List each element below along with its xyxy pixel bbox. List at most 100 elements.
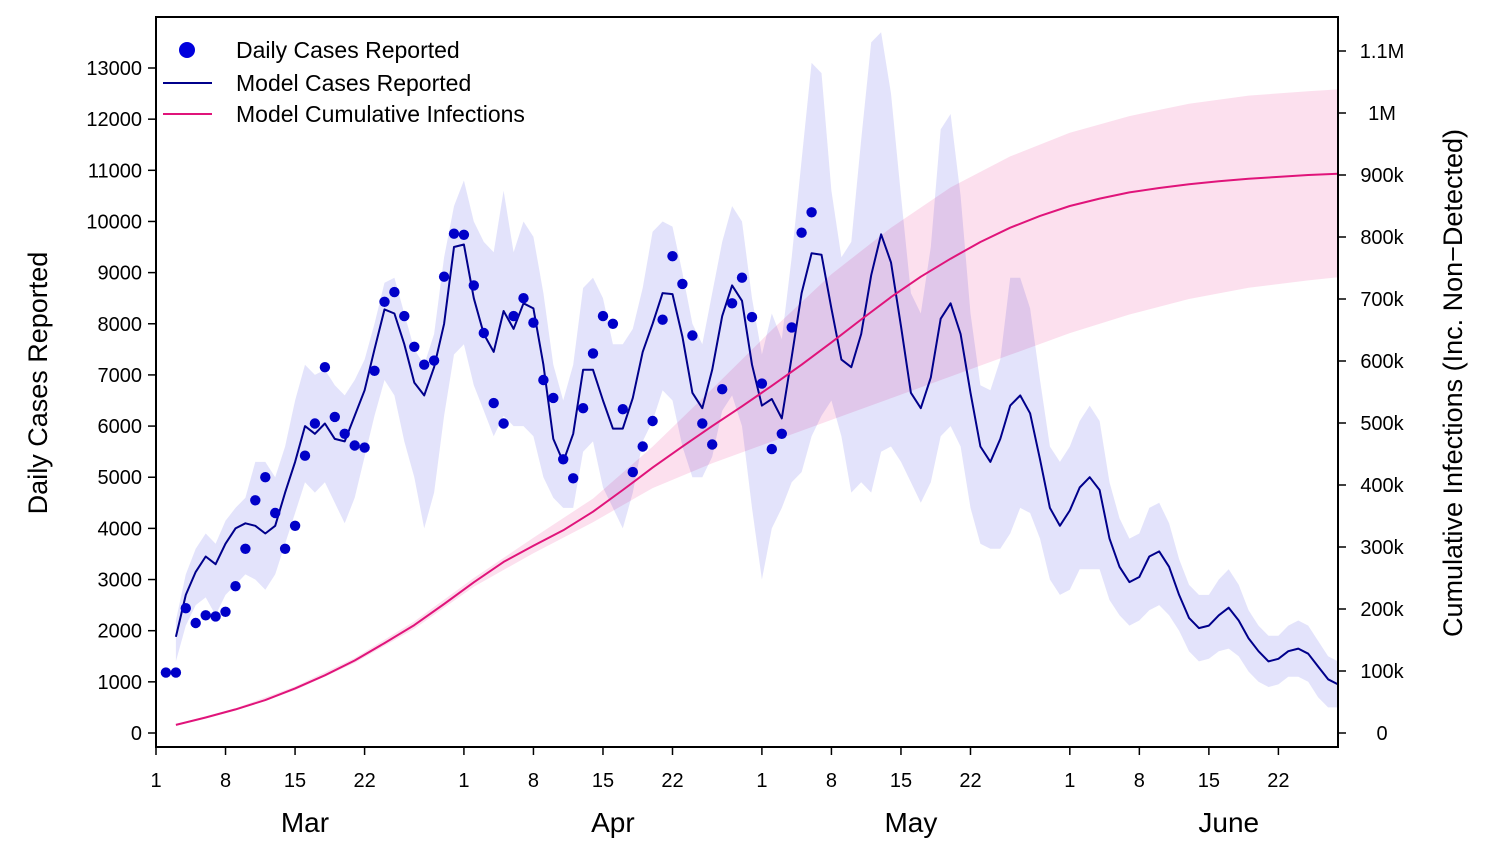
left-tick-label: 3000 xyxy=(98,570,143,592)
x-tick-label: 15 xyxy=(592,770,614,792)
daily-cases-point xyxy=(279,543,291,554)
right-tick-label: 100k xyxy=(1360,661,1404,683)
daily-cases-point xyxy=(746,311,758,323)
x-tick-label: 15 xyxy=(890,770,912,792)
daily-cases-point xyxy=(667,251,678,262)
right-tick-label: 200k xyxy=(1360,599,1404,621)
daily-cases-point xyxy=(170,667,182,678)
left-tick-label: 5000 xyxy=(98,467,143,489)
x-tick-label: 1 xyxy=(458,770,469,792)
daily-cases-point xyxy=(736,272,748,283)
daily-cases-point xyxy=(409,341,420,352)
right-tick-label: 900k xyxy=(1360,165,1404,187)
data-points xyxy=(160,207,817,678)
left-tick-label: 4000 xyxy=(98,518,143,540)
right-tick-label: 0 xyxy=(1376,723,1387,745)
daily-cases-point xyxy=(677,278,688,290)
daily-cases-point xyxy=(299,450,311,461)
x-tick-label: 8 xyxy=(220,770,231,792)
daily-cases-point xyxy=(399,310,410,322)
month-label: May xyxy=(884,807,937,838)
right-tick-label: 1.1M xyxy=(1360,41,1404,63)
daily-cases-point xyxy=(270,507,281,519)
daily-cases-point xyxy=(617,404,628,415)
x-tick-label: 15 xyxy=(284,770,306,792)
daily-cases-point xyxy=(319,362,331,373)
daily-cases-point xyxy=(687,330,698,341)
daily-cases-point xyxy=(428,355,440,366)
right-axis-title: Cumulative Infections (Inc. Non−Detected… xyxy=(1438,129,1468,637)
month-label: June xyxy=(1198,807,1259,838)
x-tick-label: 1 xyxy=(150,770,161,792)
left-tick-label: 7000 xyxy=(98,365,143,387)
daily-cases-point xyxy=(786,322,797,333)
daily-cases-point xyxy=(508,310,519,322)
daily-cases-point xyxy=(250,495,261,506)
daily-cases-point xyxy=(707,439,718,450)
daily-cases-point xyxy=(379,296,390,307)
left-tick-label: 10000 xyxy=(86,211,142,233)
plot-frame xyxy=(155,16,1339,748)
daily-cases-point xyxy=(329,411,340,423)
daily-cases-point xyxy=(180,603,191,614)
daily-cases-point xyxy=(419,359,430,370)
daily-cases-point xyxy=(230,581,241,592)
daily-cases-point xyxy=(697,418,708,429)
daily-cases-point xyxy=(190,617,201,629)
month-label: Apr xyxy=(591,807,635,838)
daily-cases-point xyxy=(607,318,619,329)
daily-cases-point xyxy=(488,397,499,409)
confidence-bands xyxy=(175,32,1338,726)
left-tick-label: 9000 xyxy=(98,263,143,285)
daily-cases-point xyxy=(468,280,479,291)
right-tick-label: 300k xyxy=(1360,537,1404,559)
legend: Daily Cases Reported Model Cases Reporte… xyxy=(163,37,525,127)
x-tick-label: 8 xyxy=(826,770,837,792)
left-tick-label: 1000 xyxy=(98,672,143,694)
cumulative-infections-line xyxy=(175,172,1339,726)
daily-cases-point xyxy=(756,378,768,389)
daily-cases-point xyxy=(289,520,301,531)
right-tick-label: 400k xyxy=(1360,475,1404,497)
daily-cases-point xyxy=(657,314,668,325)
daily-cases-point xyxy=(260,472,271,483)
daily-cases-point xyxy=(647,415,658,427)
left-tick-label: 13000 xyxy=(86,58,142,80)
daily-cases-point xyxy=(498,418,509,429)
daily-cases-point xyxy=(240,543,251,554)
daily-cases-point xyxy=(478,327,489,339)
left-tick-label: 8000 xyxy=(98,314,143,336)
daily-cases-point xyxy=(369,365,380,376)
left-axis-title: Daily Cases Reported xyxy=(23,252,53,515)
daily-cases-point xyxy=(597,310,609,322)
daily-cases-point xyxy=(538,374,549,386)
daily-cases-point xyxy=(220,606,231,617)
daily-cases-point xyxy=(548,392,559,404)
daily-cases-point xyxy=(160,667,172,678)
daily-cases-point xyxy=(518,293,529,304)
daily-cases-point xyxy=(627,466,638,478)
daily-cases-point xyxy=(389,286,400,298)
daily-cases-point xyxy=(717,384,728,395)
legend-point-marker xyxy=(179,42,195,58)
right-tick-label: 700k xyxy=(1360,289,1404,311)
left-tick-label: 12000 xyxy=(86,109,142,131)
right-tick-label: 600k xyxy=(1360,351,1404,373)
left-tick-label: 2000 xyxy=(98,621,143,643)
right-tick-label: 1M xyxy=(1368,103,1396,125)
right-tick-label: 800k xyxy=(1360,227,1404,249)
daily-cases-point xyxy=(200,610,211,621)
left-tick-label: 11000 xyxy=(88,160,142,182)
daily-cases-point xyxy=(776,428,787,439)
x-tick-label: 22 xyxy=(1267,770,1289,792)
daily-cases-point xyxy=(637,441,648,452)
daily-cases-point xyxy=(568,473,579,484)
daily-cases-point xyxy=(528,317,539,328)
daily-cases-point xyxy=(558,454,569,465)
legend-label-model-cases: Model Cases Reported xyxy=(236,70,471,96)
left-tick-label: 0 xyxy=(131,723,142,745)
month-label: Mar xyxy=(281,807,329,838)
daily-cases-point xyxy=(210,611,221,622)
x-tick-label: 8 xyxy=(528,770,539,792)
